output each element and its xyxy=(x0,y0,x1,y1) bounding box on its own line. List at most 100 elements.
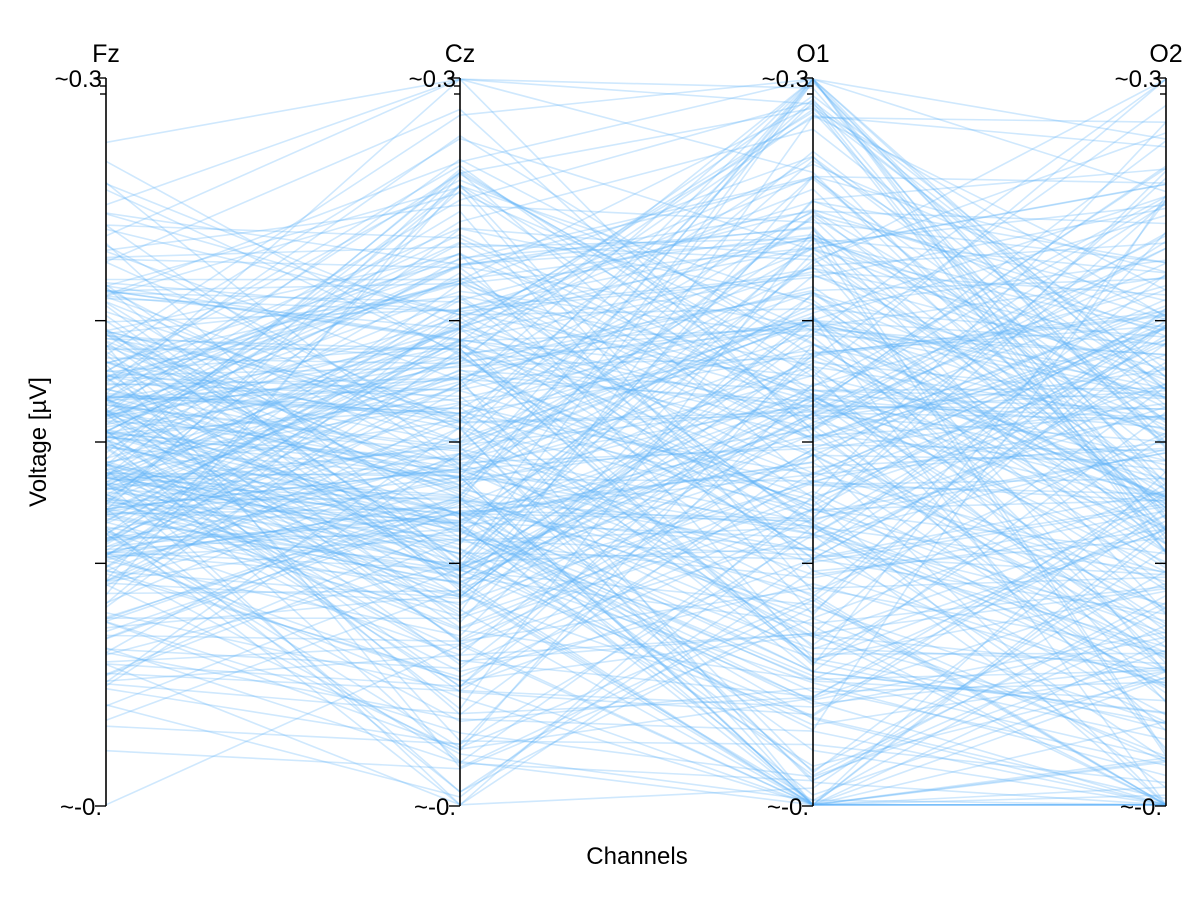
trial-line xyxy=(105,227,1167,674)
trial-line xyxy=(105,95,1167,400)
trial-line xyxy=(105,204,1167,539)
trial-line xyxy=(105,236,1167,605)
trial-line xyxy=(105,617,1167,770)
trial-line xyxy=(105,207,1167,313)
trial-line xyxy=(105,314,1167,704)
trial-line xyxy=(105,525,1167,798)
trial-line xyxy=(105,262,1167,617)
trial-line xyxy=(105,200,1167,519)
trial-line xyxy=(105,213,1167,338)
trial-line xyxy=(105,501,1167,772)
trial-line xyxy=(105,284,1167,572)
trial-line xyxy=(105,460,1167,726)
trial-line xyxy=(105,447,1167,716)
trial-line xyxy=(105,242,1167,570)
trial-line xyxy=(105,339,1167,535)
trial-line xyxy=(105,479,1167,604)
trial-line xyxy=(105,411,1167,732)
trial-line xyxy=(105,312,1167,487)
trial-line xyxy=(105,316,1167,542)
trial-line xyxy=(105,382,1167,662)
trial-line xyxy=(105,454,1167,642)
trial-line xyxy=(105,471,1167,692)
trial-line xyxy=(105,509,1167,714)
trial-line xyxy=(105,434,1167,777)
trial-line xyxy=(105,171,1167,671)
trial-line xyxy=(105,369,1167,443)
trial-line xyxy=(105,448,1167,539)
trial-line xyxy=(105,477,1167,806)
trial-line xyxy=(105,533,1167,672)
trial-line xyxy=(105,412,1167,806)
trial-line xyxy=(105,107,1167,400)
trial-line xyxy=(105,78,1167,437)
trial-line xyxy=(105,114,1167,361)
trial-line xyxy=(105,467,1167,806)
channel-label-fz: Fz xyxy=(92,40,120,68)
trial-line xyxy=(105,453,1167,654)
trial-line xyxy=(105,497,1167,560)
trial-line xyxy=(105,195,1167,388)
trial-line xyxy=(105,296,1167,560)
trial-line xyxy=(105,526,1167,806)
trial-line xyxy=(105,411,1167,673)
trial-line xyxy=(105,404,1167,781)
trial-line xyxy=(105,78,1167,395)
trial-line xyxy=(105,327,1167,464)
trial-line xyxy=(105,242,1167,482)
trial-line xyxy=(105,310,1167,684)
trial-line xyxy=(105,78,1167,431)
trial-line xyxy=(105,523,1167,796)
trial-line xyxy=(105,298,1167,457)
trial-line xyxy=(105,433,1167,583)
axes-layer: Fz~0.3~-0.Cz~0.3~-0.O1~0.3~-0.O2~0.3~-0. xyxy=(55,40,1183,821)
trial-line xyxy=(105,477,1167,579)
trial-line xyxy=(105,388,1167,731)
trial-line xyxy=(105,163,1167,418)
trial-line xyxy=(105,100,1167,411)
trial-line xyxy=(105,337,1167,569)
trial-line xyxy=(105,569,1167,806)
trial-line xyxy=(105,80,1167,569)
trial-line xyxy=(105,217,1167,551)
tick-label-bottom: ~-0. xyxy=(767,794,809,821)
trial-line xyxy=(105,472,1167,622)
trial-line xyxy=(105,321,1167,479)
trial-line xyxy=(105,582,1167,750)
trial-line xyxy=(105,150,1167,444)
trial-line xyxy=(105,252,1167,660)
trial-line xyxy=(105,155,1167,531)
trial-line xyxy=(105,454,1167,572)
trial-line xyxy=(105,78,1167,520)
trial-line xyxy=(105,317,1167,587)
trial-line xyxy=(105,104,1167,554)
trial-line xyxy=(105,171,1167,512)
trial-line xyxy=(105,210,1167,421)
trial-line xyxy=(105,367,1167,591)
trial-line xyxy=(105,212,1167,329)
trial-line xyxy=(105,210,1167,616)
trial-line xyxy=(105,78,1167,514)
trial-line xyxy=(105,361,1167,806)
trial-line xyxy=(105,508,1167,764)
trial-line xyxy=(105,182,1167,420)
trial-line xyxy=(105,350,1166,806)
x-axis-title: Channels xyxy=(586,843,687,870)
trial-line xyxy=(105,258,1167,659)
trial-line xyxy=(105,588,1167,802)
trial-line xyxy=(105,388,1167,522)
trial-line xyxy=(105,128,1167,439)
trial-line xyxy=(105,301,1167,650)
trial-line xyxy=(105,214,1167,439)
trial-line xyxy=(105,475,1166,806)
trial-line xyxy=(105,272,1167,682)
trial-line xyxy=(105,294,1167,523)
trial-line xyxy=(105,189,1167,594)
trial-line xyxy=(105,266,1167,569)
trial-line xyxy=(105,289,1167,398)
trial-line xyxy=(105,338,1167,639)
trial-line xyxy=(105,98,1167,520)
tick-label-top: ~0.3 xyxy=(409,66,456,93)
trial-line xyxy=(105,170,1167,633)
